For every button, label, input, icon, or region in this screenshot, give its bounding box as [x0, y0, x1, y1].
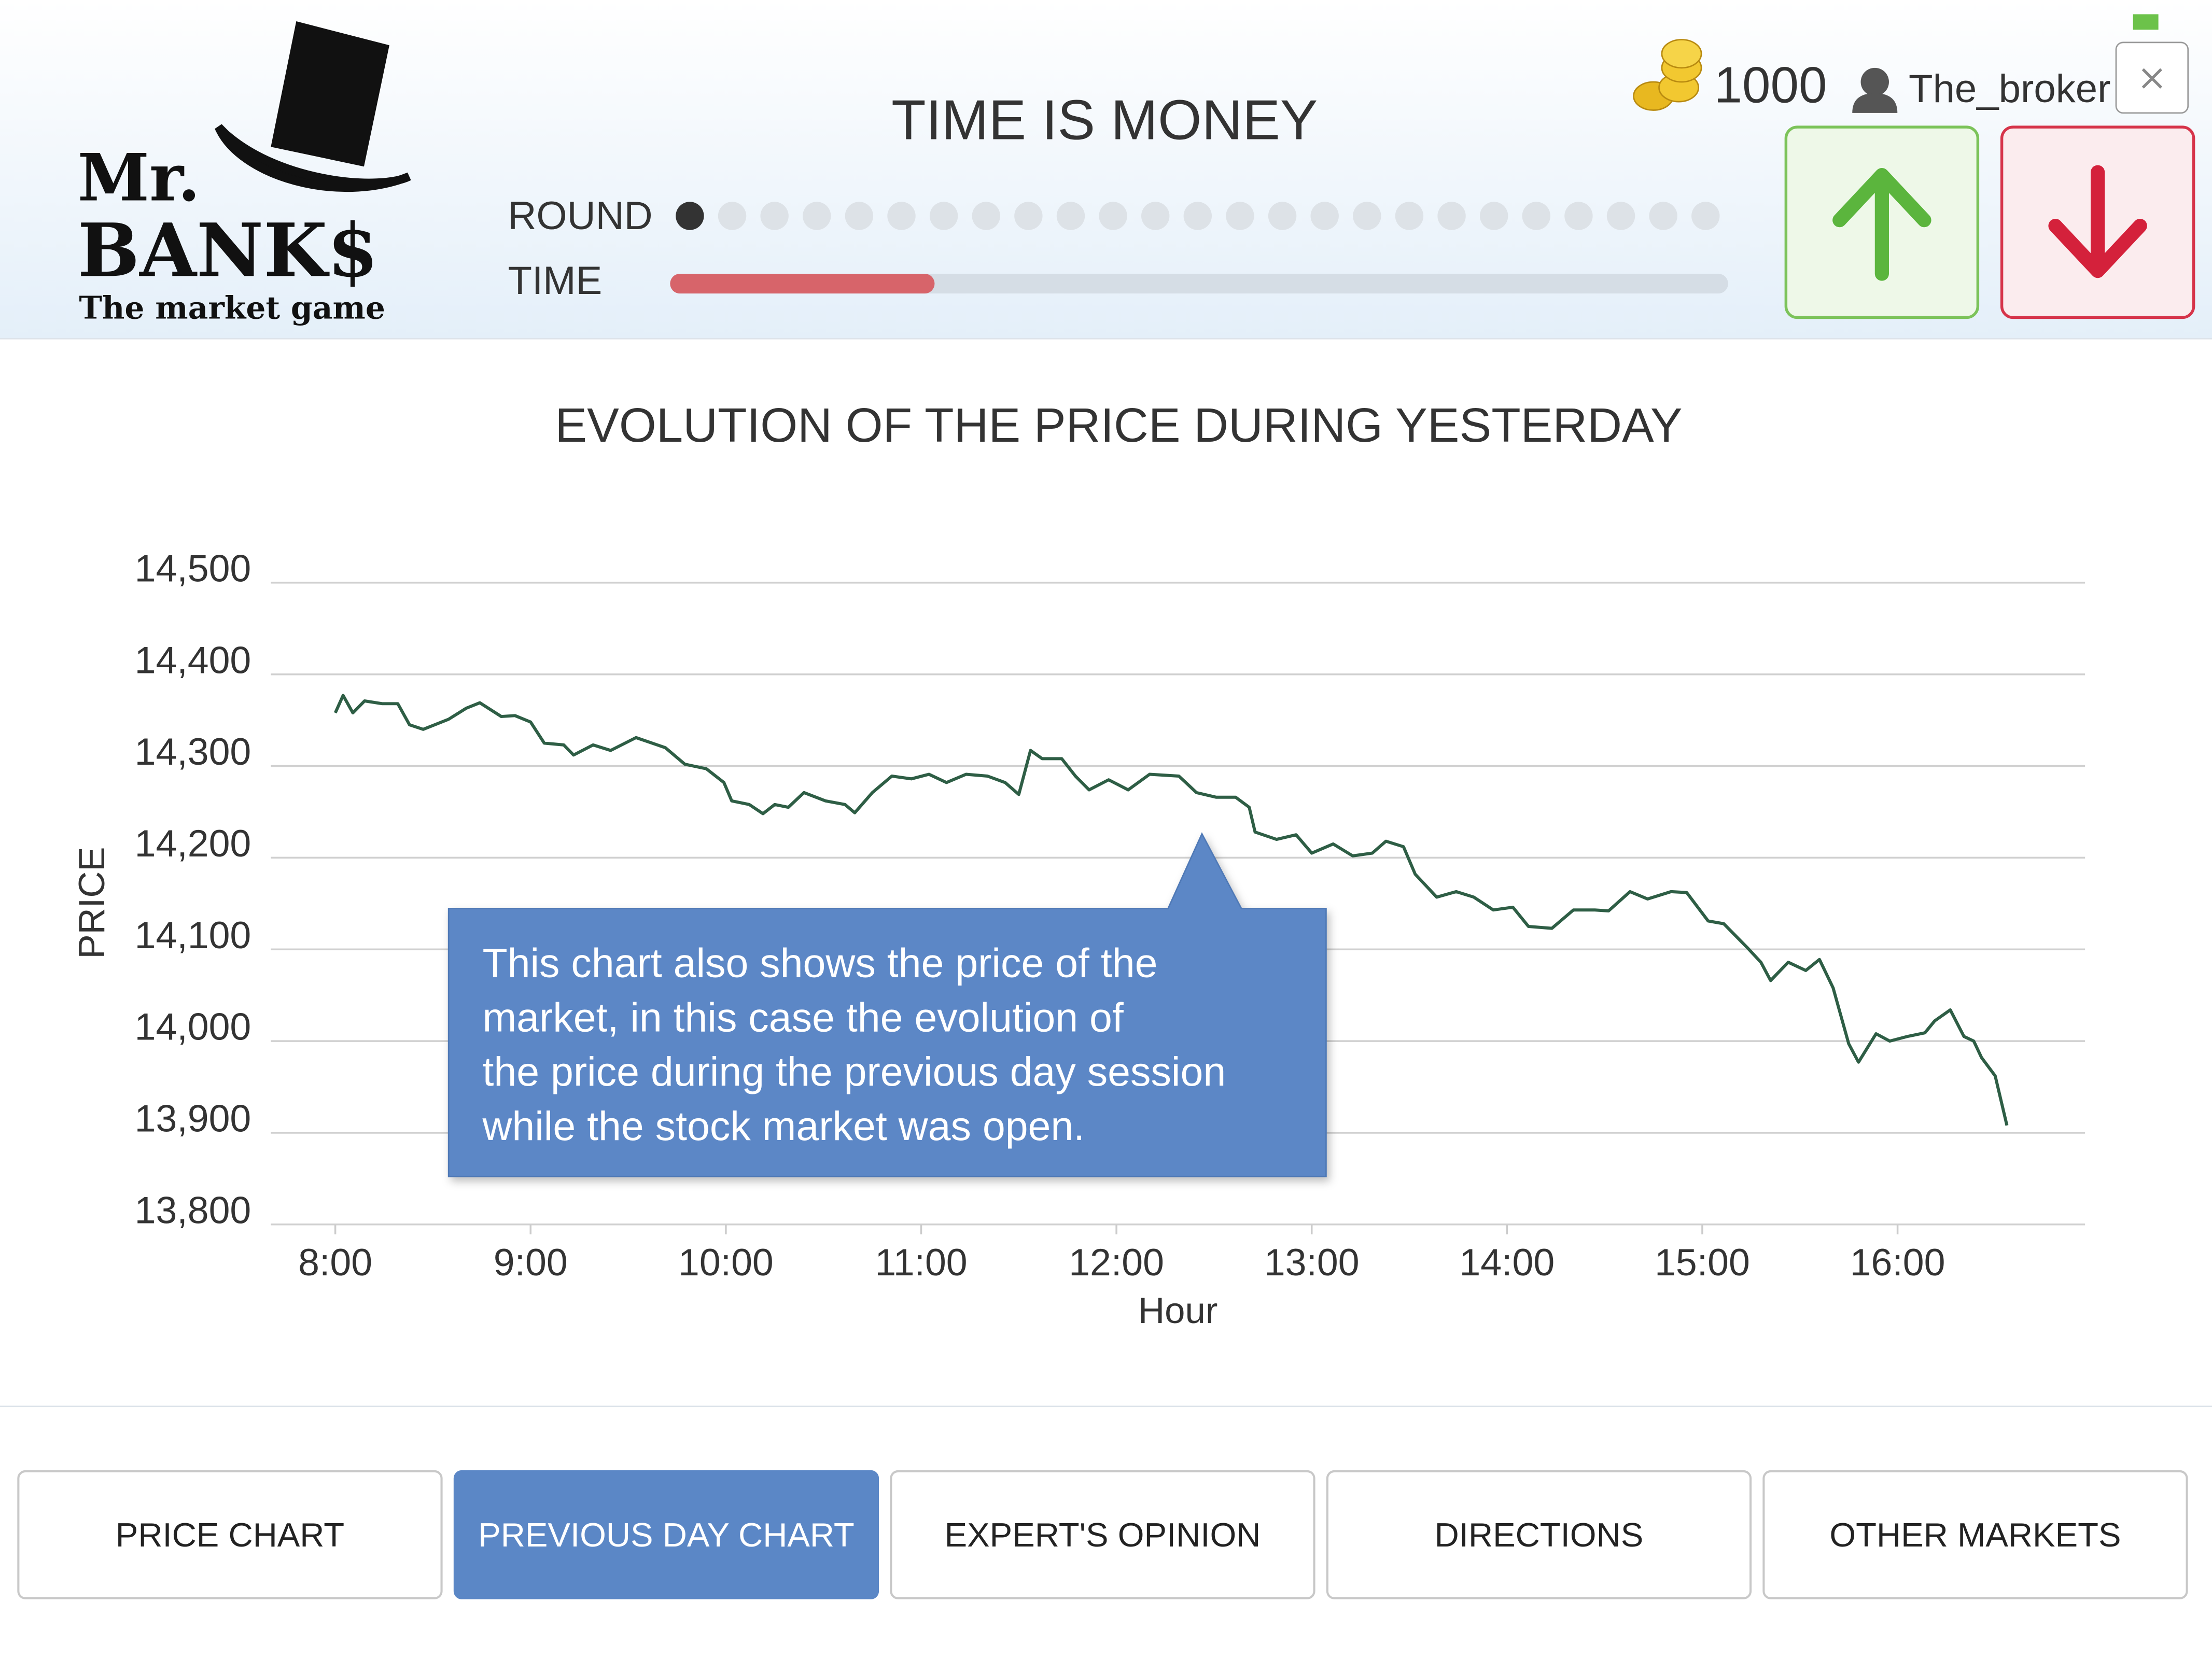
y-tick-label: 14,500 [135, 547, 251, 590]
round-dot [1564, 202, 1593, 230]
user-icon [1852, 67, 1898, 113]
x-tick-label: 14:00 [1459, 1241, 1555, 1284]
round-dot [1353, 202, 1381, 230]
game-title: TIME IS MONEY [891, 88, 1318, 151]
time-progress [670, 274, 935, 294]
tab[interactable]: EXPERT'S OPINION [890, 1470, 1315, 1599]
tab-bg [1326, 1470, 1752, 1599]
chart-area: 13,800 13,900 14,000 14,100 14,200 14,300 14,4… [135, 547, 2085, 1284]
round-dot [1141, 202, 1170, 230]
x-tick-label: 8:00 [298, 1241, 372, 1284]
round-dot [1437, 202, 1466, 230]
tab-bar: PRICE CHART PREVIOUS DAY CHART EXPERT'S OP… [17, 1470, 2188, 1599]
x-tick-label: 11:00 [875, 1241, 967, 1284]
time-track [670, 274, 1728, 294]
round-dot-current [676, 202, 704, 230]
callout-line: while the stock market was open. [482, 1103, 1085, 1149]
tab-bg [890, 1470, 1315, 1599]
round-dot [1522, 202, 1551, 230]
x-axis-label: Hour [1138, 1290, 1217, 1331]
y-tick-label: 13,900 [135, 1098, 251, 1140]
hat-brim [215, 124, 411, 192]
tab-bg [453, 1470, 879, 1599]
round-dot [1183, 202, 1212, 230]
callout-line: This chart also shows the price of the [482, 940, 1157, 986]
logo-mr: Mr. [78, 139, 201, 216]
x-tick-label: 12:00 [1069, 1241, 1164, 1284]
callout [447, 832, 1327, 1177]
round-dot [760, 202, 789, 230]
buy-button[interactable] [1784, 125, 1980, 319]
y-tick-label: 14,200 [135, 822, 251, 865]
time-label: TIME [508, 259, 602, 303]
price-line [333, 694, 2009, 1126]
round-dot [1056, 202, 1085, 230]
close-button[interactable] [2115, 41, 2189, 114]
tab-active[interactable]: PREVIOUS DAY CHART [453, 1470, 879, 1599]
hat-crown [271, 21, 389, 167]
round-dot [1226, 202, 1254, 230]
tab-label: DIRECTIONS [1435, 1516, 1644, 1554]
x-tick-label: 15:00 [1655, 1241, 1750, 1284]
round-dot [803, 202, 831, 230]
round-dot [1268, 202, 1297, 230]
round-dot [1014, 202, 1043, 230]
round-dot [1310, 202, 1339, 230]
user-name: The_broker [1909, 67, 2110, 111]
coins-amount: 1000 [1714, 57, 1827, 114]
y-tick-label: 14,400 [135, 639, 251, 681]
tab[interactable]: OTHER MARKETS [1762, 1470, 2188, 1599]
x-tick-label: 13:00 [1264, 1241, 1360, 1284]
callout-box [447, 832, 1327, 1177]
status-indicator [2133, 14, 2159, 30]
y-tick-label: 14,100 [135, 914, 251, 957]
round-dot [1649, 202, 1677, 230]
tab-label: OTHER MARKETS [1829, 1516, 2121, 1554]
round-dot [972, 202, 1000, 230]
tab[interactable]: DIRECTIONS [1326, 1470, 1752, 1599]
logo: Mr. BANK$ The market game [78, 21, 411, 326]
tab[interactable]: PRICE CHART [17, 1470, 443, 1599]
tab-label: PRICE CHART [116, 1516, 344, 1554]
y-tick-label: 14,300 [135, 730, 251, 773]
callout-line: market, in this case the evolution of [482, 994, 1124, 1040]
coins-icon [1633, 39, 1702, 111]
round-dots [676, 202, 1720, 230]
callout-line: the price during the previous day sessio… [482, 1049, 1226, 1094]
sell-button[interactable] [2000, 125, 2195, 319]
logo-banks: BANK$ [78, 207, 379, 293]
x-tick-label: 16:00 [1850, 1241, 1945, 1284]
round-dot [1099, 202, 1127, 230]
round-dot [1479, 202, 1508, 230]
chart-title: EVOLUTION OF THE PRICE DURING YESTERDAY [555, 398, 1682, 452]
tab-bg [1762, 1470, 2188, 1599]
tab-label: PREVIOUS DAY CHART [478, 1516, 855, 1554]
round-dot [718, 202, 747, 230]
y-tick-label: 14,000 [135, 1006, 251, 1048]
x-tick-label: 10:00 [678, 1241, 774, 1284]
x-tick-label: 9:00 [494, 1241, 568, 1284]
round-dot [887, 202, 916, 230]
y-axis-label: PRICE [71, 847, 112, 959]
round-dot [1606, 202, 1635, 230]
round-dot [1691, 202, 1720, 230]
round-dot [845, 202, 874, 230]
callout-text: This chart also shows the price of the ma… [482, 940, 1226, 1149]
logo-tagline: The market game [79, 290, 385, 326]
round-dot [929, 202, 958, 230]
tab-label: EXPERT'S OPINION [945, 1516, 1261, 1554]
round-dot [1395, 202, 1424, 230]
round-label: ROUND [508, 194, 652, 238]
tab-bg [17, 1470, 443, 1599]
y-tick-label: 13,800 [135, 1189, 251, 1231]
